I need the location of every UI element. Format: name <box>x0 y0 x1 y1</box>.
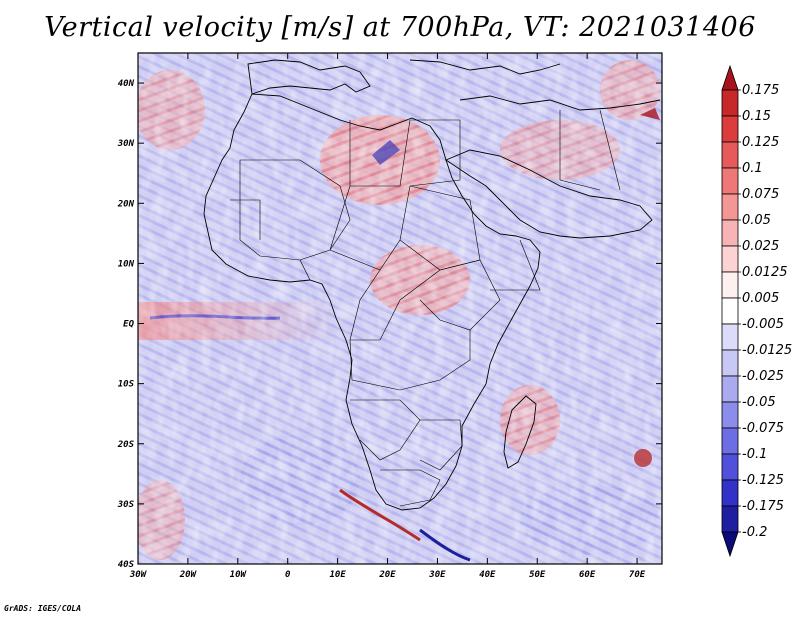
grads-credit: GrADS: IGES/COLA <box>4 604 82 613</box>
lon-tick-label: 60E <box>579 570 596 580</box>
colorbar-label: 0.175 <box>742 83 779 98</box>
lon-tick-label: 10W <box>230 570 248 580</box>
colorbar-top-arrow <box>721 64 739 91</box>
lat-tick-label: 30N <box>117 139 135 149</box>
colorbar-swatch <box>721 245 739 273</box>
lat-tick-label: 30S <box>117 500 135 510</box>
colorbar-label: 0.005 <box>742 291 779 306</box>
colorbar-label: 0.075 <box>742 187 779 202</box>
lon-tick-label: 10E <box>329 570 346 580</box>
colorbar-swatch <box>721 453 739 481</box>
country-borders <box>230 109 621 507</box>
coastlines <box>203 59 661 511</box>
colorbar-label: -0.1 <box>742 447 767 462</box>
lat-tick-label: 10S <box>118 380 135 390</box>
colorbar-swatch <box>721 115 739 143</box>
colorbar-label: -0.005 <box>742 317 784 332</box>
colorbar-swatch <box>721 193 739 221</box>
lat-tick-label: 40N <box>118 79 135 89</box>
colorbar-swatch <box>721 505 739 533</box>
colorbar-label: -0.075 <box>742 421 784 436</box>
colorbar: 0.175 0.15 0.125 0.1 0.075 0.05 0.025 0.0125 0.0… <box>721 64 792 558</box>
lon-tick-label: 20W <box>179 570 198 580</box>
colorbar-label: -0.175 <box>742 499 784 514</box>
lat-tick-label: 20S <box>117 440 135 450</box>
colorbar-label: -0.05 <box>742 395 776 410</box>
lon-tick-label: 30W <box>129 570 148 580</box>
colorbar-label: 0.125 <box>742 135 779 150</box>
latitude-axis: 40N 30N 20N 10N EQ 10S 20S 30S 40S <box>117 79 662 570</box>
lon-tick-label: 70E <box>629 570 646 580</box>
colorbar-bottom-arrow <box>721 531 739 558</box>
colorbar-swatch <box>721 219 739 247</box>
lon-tick-label: 20E <box>378 570 396 580</box>
colorbar-swatch <box>721 141 739 169</box>
colorbar-swatch <box>721 427 739 455</box>
colorbar-label: 0.15 <box>742 109 771 124</box>
colorbar-swatch <box>721 479 739 507</box>
colorbar-swatch <box>721 401 739 429</box>
colorbar-swatch <box>721 167 739 195</box>
colorbar-label: -0.125 <box>742 473 784 488</box>
colorbar-swatch <box>721 271 739 299</box>
colorbar-swatch <box>721 323 739 351</box>
colorbar-label: 0.0125 <box>742 265 788 280</box>
colorbar-swatch <box>721 89 739 117</box>
map-title: Vertical velocity [m/s] at 700hPa, VT: 2… <box>44 12 756 43</box>
colorbar-label: -0.2 <box>742 525 767 540</box>
colorbar-label: 0.05 <box>742 213 771 228</box>
lon-tick-label: 0 <box>285 570 291 580</box>
colorbar-swatch <box>721 349 739 377</box>
colorbar-swatch <box>721 297 739 325</box>
shaded-field <box>138 53 662 564</box>
colorbar-swatch <box>721 375 739 403</box>
lon-tick-label: 40E <box>479 570 496 580</box>
colorbar-label: 0.1 <box>742 161 763 176</box>
lon-tick-label: 30E <box>428 570 446 580</box>
lat-tick-label: 40S <box>118 560 135 570</box>
lat-tick-label: 20N <box>117 199 135 209</box>
lat-tick-label: EQ <box>123 320 134 330</box>
colorbar-label: -0.0125 <box>742 343 792 358</box>
colorbar-label: 0.025 <box>742 239 779 254</box>
colorbar-label: -0.025 <box>742 369 784 384</box>
plot-frame <box>137 52 663 565</box>
longitude-axis: 30W 20W 10W 0 10E 20E 30E 40E 50E 60E 70E <box>129 53 646 580</box>
lat-tick-label: 10N <box>118 259 135 269</box>
lon-tick-label: 50E <box>529 570 546 580</box>
